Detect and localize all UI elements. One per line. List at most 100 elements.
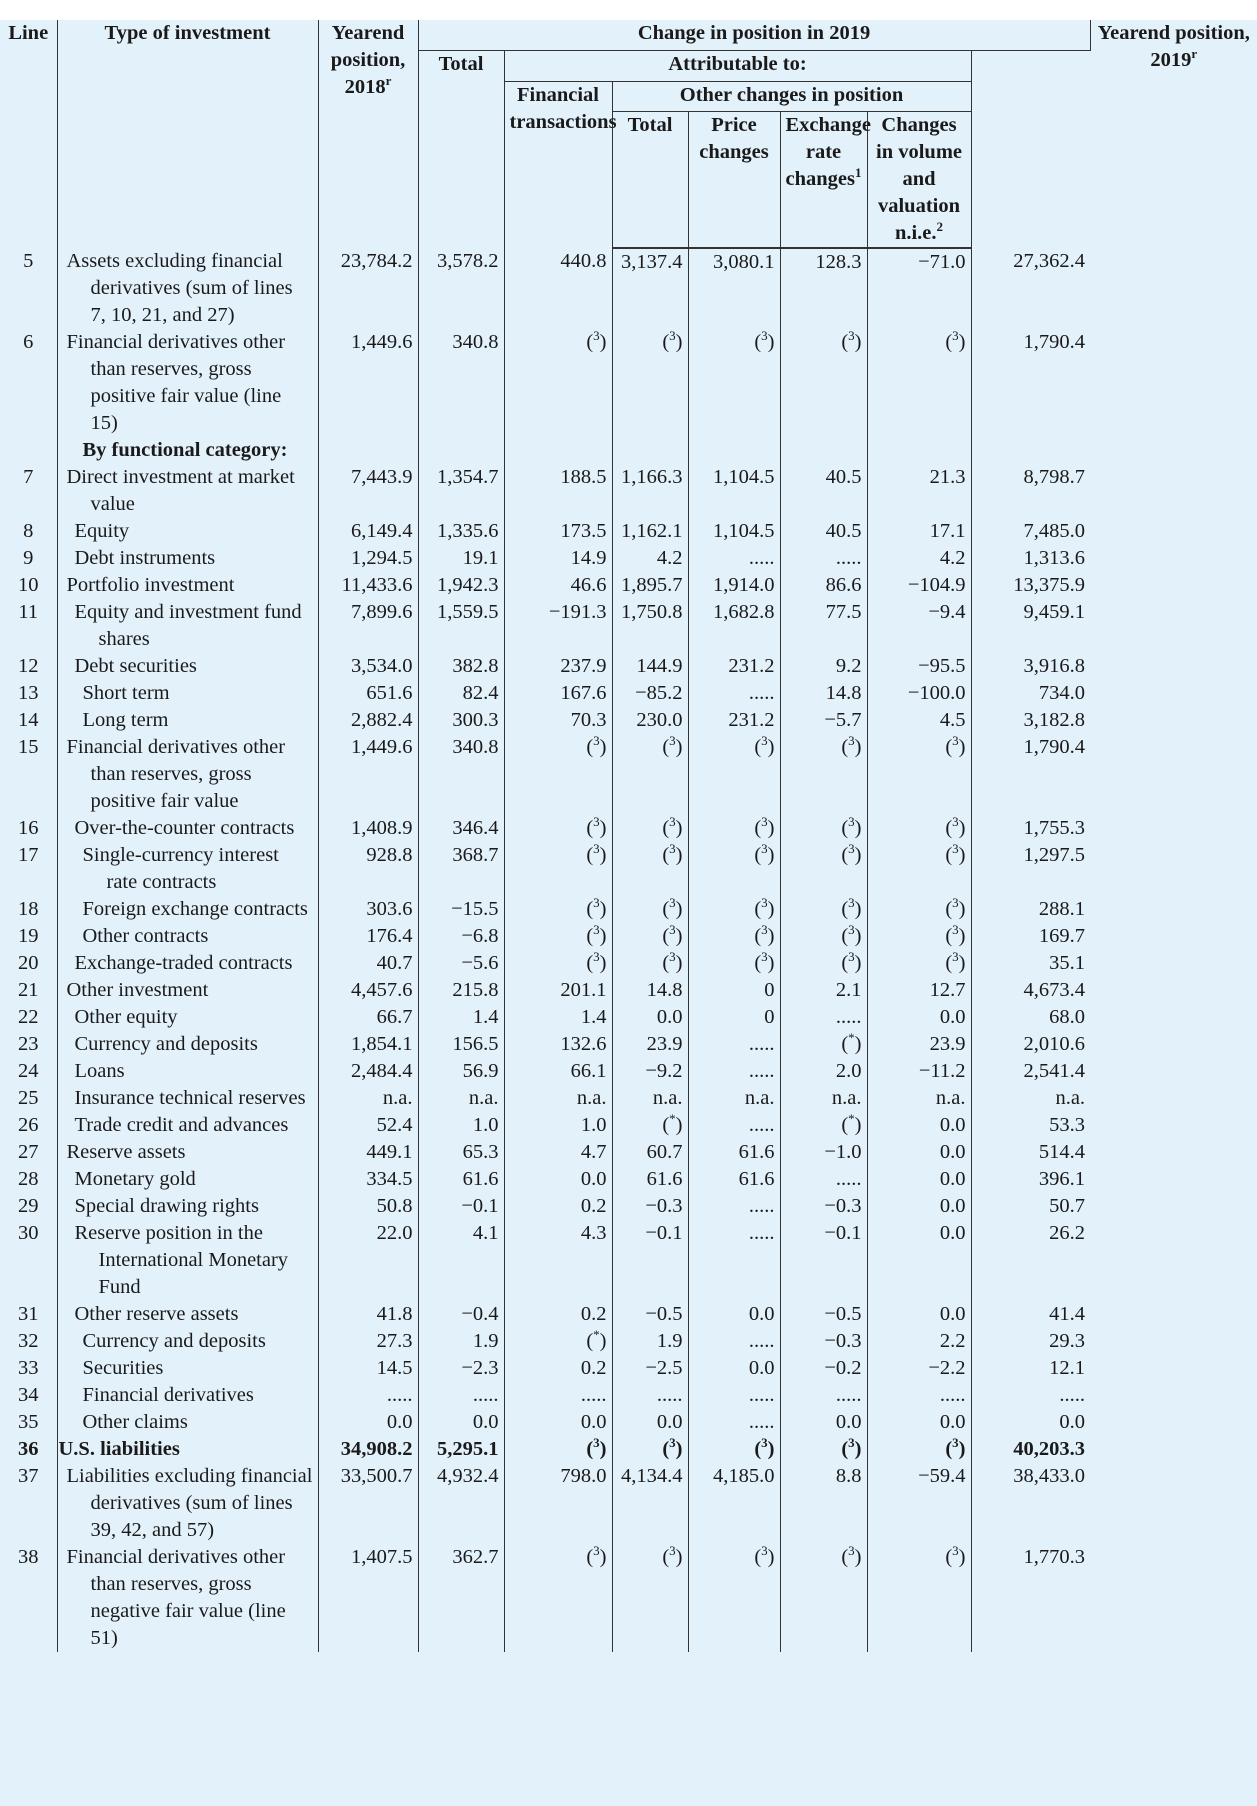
investment-type-label: Other claims — [82, 1410, 188, 1433]
cell-total: 1,354.7 — [418, 463, 505, 518]
investment-type: Currency and deposits — [57, 1030, 319, 1058]
cell-other-total: 61.6 — [612, 1165, 689, 1193]
other-changes-header: Other changes in position — [612, 81, 972, 112]
cell-yearend-2018: 176.4 — [318, 922, 419, 950]
col-yearend-2019: Yearend position, 2019r — [1097, 22, 1250, 71]
line-number: 32 — [0, 1327, 58, 1355]
cell-financial-transactions: (3) — [504, 1543, 613, 1652]
cell-volume-valuation: 0.0 — [867, 1192, 972, 1220]
cell-total: n.a. — [418, 1084, 505, 1112]
col-volume-valuation: Changes in volume and valuation n.i.e.2 — [867, 111, 972, 249]
cell-volume-valuation: 0.0 — [867, 1219, 972, 1301]
investment-type: Direct investment at market value — [57, 463, 319, 518]
cell-yearend-2018: 334.5 — [318, 1165, 419, 1193]
cell-financial-transactions: (3) — [504, 841, 613, 896]
cell-yearend-2019: 4,673.4 — [1023, 978, 1086, 1001]
cell-financial-transactions: 0.2 — [504, 1192, 613, 1220]
investment-type-label: Loans — [74, 1059, 125, 1082]
investment-type-label: Exchange-traded contracts — [74, 951, 293, 974]
cell-yearend-2018: 1,408.9 — [318, 814, 419, 842]
cell-exchange-rate-changes — [780, 436, 868, 464]
cell-volume-valuation: (3) — [867, 895, 972, 923]
cell-total: 65.3 — [418, 1138, 505, 1166]
cell-total: 3,578.2 — [418, 247, 505, 329]
cell-total: −15.5 — [418, 895, 505, 923]
cell-yearend-2019: n.a. — [1055, 1086, 1086, 1109]
cell-financial-transactions: (3) — [504, 1435, 613, 1463]
line-number: 16 — [0, 814, 58, 842]
cell-yearend-2018: 41.8 — [318, 1300, 419, 1328]
cell-volume-valuation: 4.5 — [867, 706, 972, 734]
cell-yearend-2019: 288.1 — [1038, 897, 1086, 920]
cell-volume-valuation: (3) — [867, 733, 972, 815]
cell-other-total: 60.7 — [612, 1138, 689, 1166]
investment-type: Exchange-traded contracts — [57, 949, 319, 977]
cell-price-changes: 0 — [688, 976, 781, 1004]
cell-yearend-2019: 12.1 — [1049, 1356, 1086, 1379]
cell-volume-valuation: 17.1 — [867, 517, 972, 545]
cell-exchange-rate-changes: (3) — [780, 922, 868, 950]
cell-total: 362.7 — [418, 1543, 505, 1652]
table-body: 5 Assets excluding financial derivatives … — [0, 247, 1257, 1652]
cell-volume-valuation: 0.0 — [867, 1165, 972, 1193]
investment-type: Financial derivatives — [57, 1381, 319, 1409]
cell-financial-transactions: (3) — [504, 895, 613, 923]
table-row: 34 Financial derivatives.................… — [0, 1381, 1257, 1409]
cell-other-total: 0.0 — [612, 1408, 689, 1436]
cell-exchange-rate-changes: −1.0 — [780, 1138, 868, 1166]
cell-financial-transactions: 0.0 — [504, 1408, 613, 1436]
cell-price-changes: 4,185.0 — [688, 1462, 781, 1544]
cell-exchange-rate-changes: −0.2 — [780, 1354, 868, 1382]
cell-total: −0.1 — [418, 1192, 505, 1220]
cell-other-total: (3) — [612, 733, 689, 815]
col-exchange-rate-changes: Exchange rate changes1 — [780, 111, 871, 249]
cell-other-total: 3,137.4 — [612, 247, 689, 329]
cell-exchange-rate-changes: 77.5 — [780, 598, 868, 653]
cell-price-changes: (3) — [688, 922, 781, 950]
table-row: 29 Special drawing rights 50.8 −0.1 0.2 −0.3.… — [0, 1192, 1257, 1220]
cell-other-total: −0.1 — [612, 1219, 689, 1301]
cell-financial-transactions: 188.5 — [504, 463, 613, 518]
cell-yearend-2018: 1,449.6 — [318, 733, 419, 815]
cell-volume-valuation: n.a. — [867, 1084, 972, 1112]
line-number: 11 — [0, 598, 58, 653]
cell-volume-valuation: −2.2 — [867, 1354, 972, 1382]
investment-type: Trade credit and advances — [57, 1111, 319, 1139]
cell-volume-valuation: −100.0 — [867, 679, 972, 707]
investment-type: Other claims — [57, 1408, 319, 1436]
cell-yearend-2018: 2,484.4 — [318, 1057, 419, 1085]
cell-yearend-2018: 0.0 — [318, 1408, 419, 1436]
line-number: 19 — [0, 922, 58, 950]
cell-volume-valuation: (3) — [867, 328, 972, 437]
cell-exchange-rate-changes: (3) — [780, 1543, 868, 1652]
table-row: 30 Reserve position in the International … — [0, 1219, 1257, 1301]
line-number: 15 — [0, 733, 58, 815]
cell-yearend-2019: 1,790.4 — [1023, 330, 1086, 353]
cell-yearend-2019: ..... — [1059, 1383, 1086, 1406]
cell-other-total: (3) — [612, 1543, 689, 1652]
cell-yearend-2019: 169.7 — [1038, 924, 1086, 947]
investment-type: Equity — [57, 517, 319, 545]
cell-total: 382.8 — [418, 652, 505, 680]
cell-exchange-rate-changes: 40.5 — [780, 463, 868, 518]
cell-exchange-rate-changes: n.a. — [780, 1084, 868, 1112]
investment-type-label: Financial derivatives other than reserve… — [66, 330, 286, 434]
cell-financial-transactions: 173.5 — [504, 517, 613, 545]
cell-yearend-2019: 68.0 — [1049, 1005, 1086, 1028]
cell-exchange-rate-changes: (3) — [780, 949, 868, 977]
investment-type: Securities — [57, 1354, 319, 1382]
investment-type: Foreign exchange contracts — [57, 895, 319, 923]
cell-yearend-2019: 35.1 — [1049, 951, 1086, 974]
line-number: 29 — [0, 1192, 58, 1220]
cell-other-total: 230.0 — [612, 706, 689, 734]
cell-price-changes: ..... — [688, 679, 781, 707]
investment-type-label: Assets excluding financial derivatives (… — [66, 249, 293, 326]
cell-total: 61.6 — [418, 1165, 505, 1193]
cell-total: 368.7 — [418, 841, 505, 896]
cell-yearend-2019: 396.1 — [1038, 1167, 1086, 1190]
line-number: 25 — [0, 1084, 58, 1112]
cell-exchange-rate-changes: ..... — [780, 1165, 868, 1193]
cell-price-changes: ..... — [688, 1219, 781, 1301]
table-row: 32 Currency and deposits 27.3 1.9 (*) 1.9....… — [0, 1327, 1257, 1355]
cell-financial-transactions: (3) — [504, 814, 613, 842]
